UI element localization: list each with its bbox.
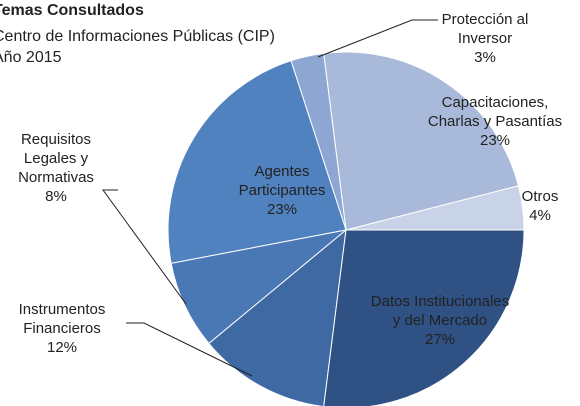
slice-label: Instrumentos Financieros 12% [2, 300, 122, 357]
category-label: Datos Institucionales y del Mercado [370, 293, 510, 329]
pie-slice [323, 229, 525, 406]
chart-subtitle: Año 2015 [0, 49, 62, 66]
slice-label: Agentes Participantes 23% [227, 162, 337, 219]
category-label: Capacitaciones, Charlas y Pasantías [427, 94, 563, 130]
value-label: 4% [529, 207, 551, 224]
slice-label: Protección al Inversor 3% [430, 10, 540, 67]
value-label: 8% [45, 188, 67, 205]
slice-label: Requisitos Legales y Normativas 8% [9, 130, 104, 206]
slice-label: Capacitaciones, Charlas y Pasantías 23% [425, 93, 565, 150]
category-label: Protección al Inversor [441, 11, 529, 47]
pie-slice [208, 228, 347, 406]
pie-slice [323, 51, 520, 231]
category-label: Requisitos Legales y Normativas [18, 131, 94, 186]
leader-line [317, 19, 438, 58]
pie-slice [170, 229, 347, 345]
pie-slice [167, 60, 347, 264]
value-label: 27% [424, 331, 456, 348]
category-label: Instrumentos Financieros [18, 301, 106, 337]
leader-line [126, 322, 253, 377]
value-label: 12% [46, 339, 78, 356]
slice-label: Otros 4% [510, 187, 570, 225]
chart-title: Temas Consultados [0, 2, 144, 19]
chart-subtitle: Centro de Informaciones Públicas (CIP) [0, 28, 275, 45]
category-label: Agentes Participantes [238, 163, 326, 199]
category-label: Otros [521, 188, 559, 205]
slice-label: Datos Institucionales y del Mercado 27% [365, 292, 515, 349]
pie [167, 51, 525, 406]
value-label: 23% [479, 132, 511, 149]
value-label: 3% [474, 49, 496, 66]
leader-line [102, 189, 187, 305]
value-label: 23% [266, 201, 298, 218]
